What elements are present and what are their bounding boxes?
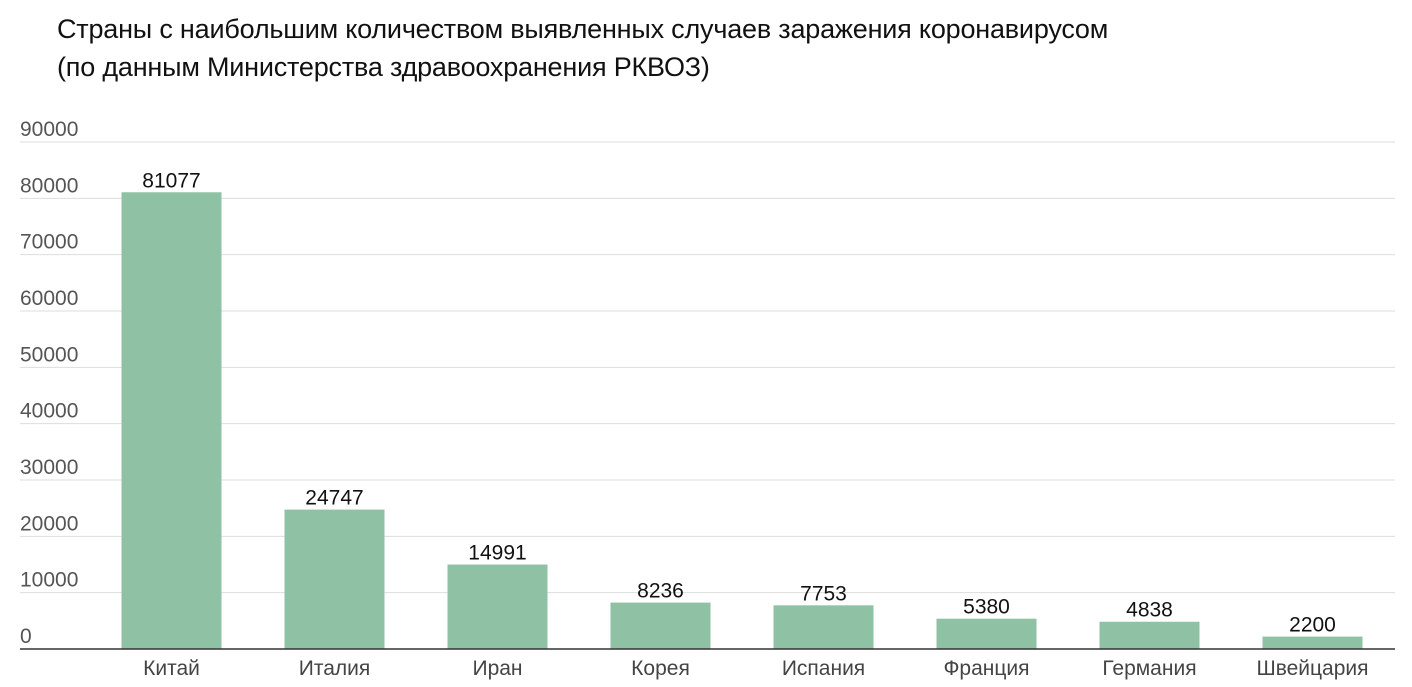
y-tick-label: 10000 — [20, 569, 78, 592]
bar — [1262, 636, 1363, 649]
y-axis-tick-labels: 0 10000 20000 30000 40000 50000 60000 70000 8000… — [20, 118, 78, 648]
category-label: Италия — [299, 657, 371, 680]
x-axis-category-labels: Китай Италия Иран Корея Испания Франция Герман… — [143, 657, 1368, 680]
chart-title-line-1: Страны с наибольшим количеством выявленн… — [57, 14, 1109, 44]
data-label: 5380 — [963, 596, 1010, 619]
bars — [121, 192, 1363, 649]
chart-title: Страны с наибольшим количеством выявленн… — [57, 10, 1108, 86]
bar — [1099, 621, 1200, 649]
category-label: Корея — [631, 657, 690, 680]
y-tick-label: 80000 — [20, 174, 78, 197]
bar — [121, 192, 222, 649]
y-tick-label: 60000 — [20, 287, 78, 310]
data-label: 14991 — [468, 542, 526, 565]
data-label: 8236 — [637, 580, 684, 603]
category-label: Германия — [1102, 657, 1196, 680]
bar — [773, 605, 874, 649]
y-tick-label: 40000 — [20, 400, 78, 423]
y-tick-label: 70000 — [20, 231, 78, 254]
bar — [610, 602, 711, 649]
data-label: 24747 — [305, 487, 363, 510]
category-label: Испания — [782, 657, 865, 680]
y-tick-label: 90000 — [20, 118, 78, 141]
data-label: 7753 — [800, 582, 847, 605]
chart-title-line-2: (по данным Министерства здравоохранения … — [57, 52, 710, 82]
bar — [936, 618, 1037, 649]
y-tick-label: 50000 — [20, 343, 78, 366]
data-labels: 81077 24747 14991 8236 7753 5380 4838 2200 — [142, 169, 1336, 636]
bar — [284, 509, 385, 649]
data-label: 4838 — [1126, 599, 1173, 622]
bar — [447, 564, 548, 649]
y-tick-label: 30000 — [20, 456, 78, 479]
category-label: Швейцария — [1256, 657, 1368, 680]
category-label: Франция — [943, 657, 1029, 680]
category-label: Китай — [143, 657, 200, 680]
y-tick-label: 20000 — [20, 512, 78, 535]
data-label: 2200 — [1289, 614, 1336, 637]
category-label: Иран — [472, 657, 522, 680]
y-tick-label: 0 — [20, 625, 32, 648]
grid-lines — [20, 141, 1395, 594]
data-label: 81077 — [142, 169, 200, 192]
